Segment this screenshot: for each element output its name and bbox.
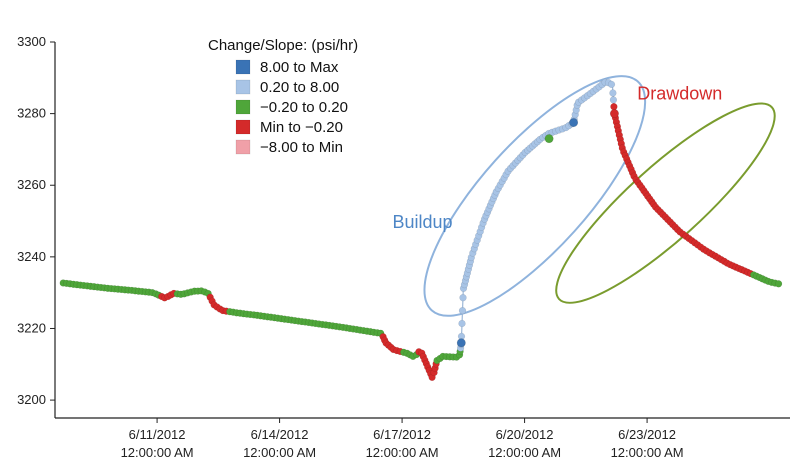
annotation-buildup: Buildup [392, 212, 452, 232]
x-tick-label-time: 12:00:00 AM [611, 445, 684, 460]
highlight-point [569, 118, 579, 128]
legend-swatch [235, 79, 251, 95]
y-tick-label: 3200 [17, 392, 46, 407]
x-tick-label-time: 12:00:00 AM [366, 445, 439, 460]
data-point [458, 319, 466, 328]
legend: Change/Slope: (psi/hr) 8.00 to Max 0.20 to… [208, 37, 358, 156]
axes: 3200 3220 3240 3260 3280 3300 6/11/2012 12:00:0… [17, 34, 790, 460]
legend-swatch [235, 59, 251, 75]
annotation-drawdown: Drawdown [637, 83, 722, 103]
highlight-point [609, 109, 619, 119]
x-tick-label-date: 6/14/2012 [251, 427, 309, 442]
data-point [607, 80, 616, 89]
legend-title: Change/Slope: (psi/hr) [208, 37, 358, 54]
legend-label: −0.20 to 0.20 [260, 99, 348, 116]
data-point [609, 96, 618, 104]
legend-swatch [235, 139, 251, 155]
y-tick-label: 3260 [17, 177, 46, 192]
y-tick-label: 3240 [17, 249, 46, 264]
legend-label: Min to −0.20 [260, 119, 343, 136]
drawdown-ellipse [555, 102, 776, 304]
highlight-points [456, 109, 619, 348]
y-tick-label: 3220 [17, 320, 46, 335]
x-tick-label-time: 12:00:00 AM [121, 445, 194, 460]
data-point [458, 306, 467, 315]
x-tick-label-time: 12:00:00 AM [243, 445, 316, 460]
buildup-ellipse [423, 75, 647, 317]
highlight-ellipses [423, 75, 776, 317]
data-point [610, 103, 618, 111]
highlight-point [456, 338, 466, 348]
legend-swatch [235, 119, 251, 135]
x-tick-label-date: 6/11/2012 [129, 427, 186, 442]
x-tick-label-date: 6/23/2012 [618, 427, 676, 442]
x-tick-label-time: 12:00:00 AM [488, 445, 561, 460]
y-tick-label: 3300 [17, 34, 46, 49]
highlight-point [544, 134, 554, 144]
legend-label: 0.20 to 8.00 [260, 79, 339, 96]
annotations: Buildup Drawdown [392, 83, 722, 232]
data-point [459, 294, 467, 302]
legend-label: −8.00 to Min [260, 139, 343, 156]
data-point [774, 280, 783, 288]
y-tick-label: 3280 [17, 106, 46, 121]
x-tick-label-date: 6/17/2012 [373, 427, 431, 442]
data-point [609, 89, 617, 97]
x-tick-label-date: 6/20/2012 [496, 427, 554, 442]
pressure-series [59, 78, 783, 381]
legend-swatch [235, 99, 251, 115]
legend-label: 8.00 to Max [260, 59, 339, 76]
